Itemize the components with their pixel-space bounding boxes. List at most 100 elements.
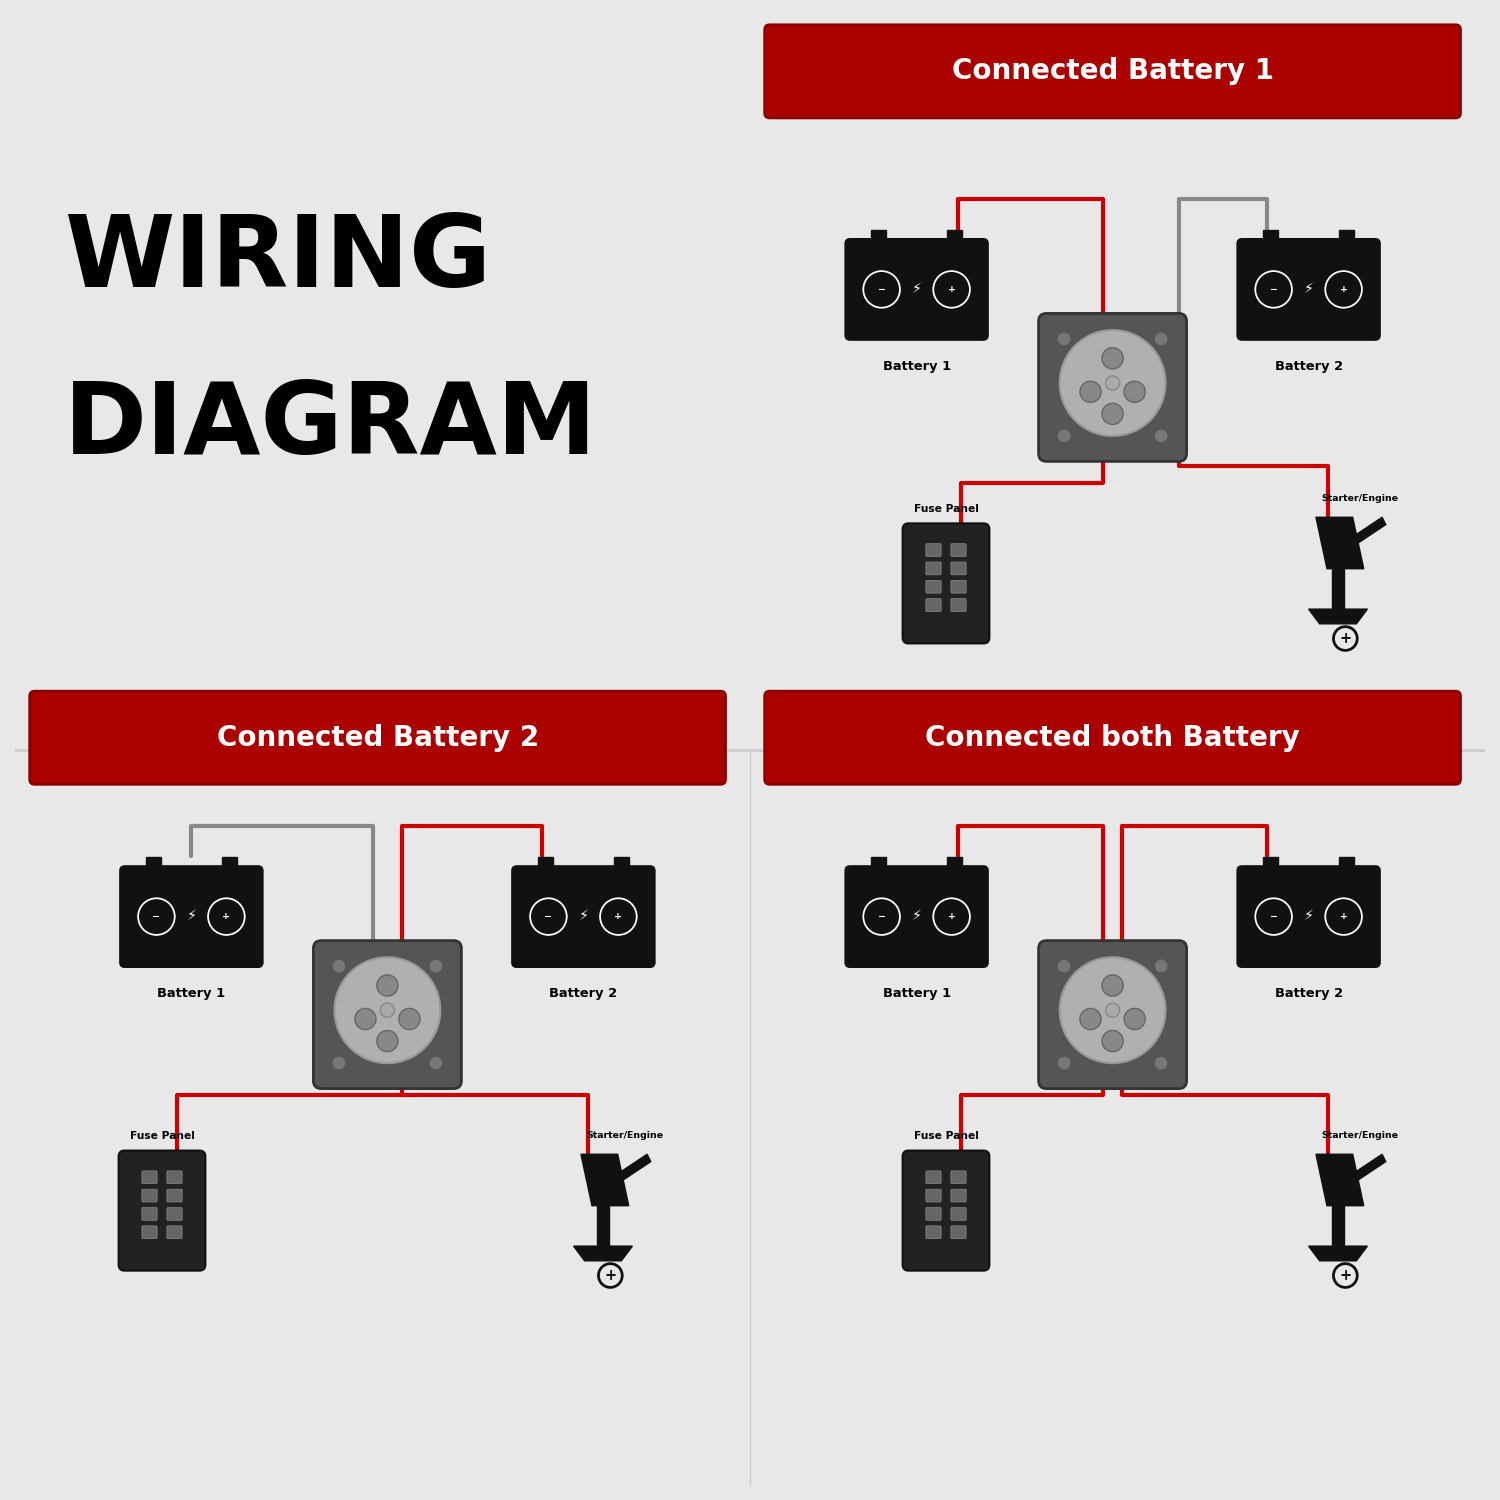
Text: DIAGRAM: DIAGRAM	[64, 378, 597, 476]
Text: +: +	[1340, 632, 1352, 646]
Circle shape	[1124, 1008, 1144, 1029]
Text: +: +	[948, 912, 956, 921]
FancyBboxPatch shape	[30, 692, 726, 784]
Polygon shape	[1348, 518, 1386, 546]
Circle shape	[381, 1004, 394, 1017]
Circle shape	[1106, 1004, 1119, 1017]
Bar	[871, 231, 886, 246]
Circle shape	[1102, 404, 1124, 424]
Bar	[948, 858, 963, 873]
Text: Fuse Panel: Fuse Panel	[129, 1131, 195, 1142]
Circle shape	[332, 1056, 346, 1070]
FancyBboxPatch shape	[765, 692, 1461, 784]
FancyBboxPatch shape	[951, 598, 966, 612]
Text: +: +	[1340, 285, 1347, 294]
Text: +: +	[604, 1268, 616, 1282]
FancyBboxPatch shape	[926, 562, 940, 574]
Bar	[597, 1206, 609, 1249]
FancyBboxPatch shape	[926, 1208, 940, 1221]
Bar	[948, 231, 963, 246]
Circle shape	[332, 958, 346, 974]
Text: Starter/Engine: Starter/Engine	[586, 1131, 663, 1140]
Text: −: −	[878, 912, 885, 921]
Bar	[222, 858, 237, 873]
Polygon shape	[580, 1155, 628, 1206]
Circle shape	[376, 1030, 398, 1051]
Text: −: −	[1269, 912, 1278, 921]
Circle shape	[1154, 958, 1168, 974]
Text: ⚡: ⚡	[1304, 909, 1314, 924]
Text: Starter/Engine: Starter/Engine	[1322, 1131, 1398, 1140]
FancyBboxPatch shape	[1238, 865, 1380, 968]
Text: Battery 2: Battery 2	[549, 987, 618, 1000]
Text: ⚡: ⚡	[579, 909, 588, 924]
Text: Battery 2: Battery 2	[1275, 360, 1342, 374]
Text: +: +	[222, 912, 231, 921]
Polygon shape	[614, 1155, 651, 1184]
Text: Connected Battery 1: Connected Battery 1	[951, 57, 1274, 86]
Circle shape	[1154, 1056, 1168, 1070]
Circle shape	[1058, 332, 1071, 346]
Bar	[146, 858, 160, 873]
FancyBboxPatch shape	[951, 562, 966, 574]
FancyBboxPatch shape	[926, 1172, 940, 1184]
Circle shape	[1058, 429, 1071, 442]
Circle shape	[399, 1008, 420, 1029]
Bar	[1332, 568, 1344, 614]
FancyBboxPatch shape	[1038, 314, 1187, 462]
FancyBboxPatch shape	[142, 1172, 158, 1184]
FancyBboxPatch shape	[118, 1150, 206, 1270]
FancyBboxPatch shape	[844, 865, 988, 968]
Circle shape	[1154, 429, 1168, 442]
Text: Battery 1: Battery 1	[882, 987, 951, 1000]
Circle shape	[334, 957, 441, 1064]
FancyBboxPatch shape	[903, 1150, 990, 1270]
FancyBboxPatch shape	[1038, 940, 1187, 1089]
FancyBboxPatch shape	[926, 598, 940, 612]
FancyBboxPatch shape	[951, 543, 966, 556]
FancyBboxPatch shape	[951, 580, 966, 592]
FancyBboxPatch shape	[512, 865, 656, 968]
Text: −: −	[878, 285, 885, 294]
Text: Battery 1: Battery 1	[158, 987, 225, 1000]
FancyBboxPatch shape	[951, 1172, 966, 1184]
Circle shape	[1080, 381, 1101, 402]
Text: ⚡: ⚡	[186, 909, 196, 924]
FancyBboxPatch shape	[142, 1190, 158, 1202]
FancyBboxPatch shape	[1238, 238, 1380, 340]
Polygon shape	[1308, 609, 1368, 624]
Text: WIRING: WIRING	[64, 211, 491, 309]
Bar	[1340, 858, 1354, 873]
FancyBboxPatch shape	[951, 1190, 966, 1202]
FancyBboxPatch shape	[926, 580, 940, 592]
FancyBboxPatch shape	[926, 1190, 940, 1202]
Polygon shape	[1348, 1155, 1386, 1184]
Circle shape	[1124, 381, 1144, 402]
FancyBboxPatch shape	[844, 238, 988, 340]
FancyBboxPatch shape	[903, 524, 990, 644]
FancyBboxPatch shape	[926, 543, 940, 556]
FancyBboxPatch shape	[166, 1172, 182, 1184]
Bar	[1332, 1206, 1344, 1249]
Text: Fuse Panel: Fuse Panel	[914, 1131, 978, 1142]
Polygon shape	[1308, 1246, 1368, 1262]
Text: −: −	[544, 912, 552, 921]
Circle shape	[1080, 1008, 1101, 1029]
FancyBboxPatch shape	[166, 1226, 182, 1239]
Circle shape	[429, 958, 442, 974]
Bar	[614, 858, 628, 873]
Text: −: −	[1269, 285, 1278, 294]
FancyBboxPatch shape	[765, 26, 1461, 118]
Bar	[1340, 231, 1354, 246]
Bar	[871, 858, 886, 873]
Circle shape	[1106, 376, 1119, 390]
Text: Battery 2: Battery 2	[1275, 987, 1342, 1000]
Circle shape	[1154, 332, 1168, 346]
Circle shape	[1102, 348, 1124, 369]
FancyBboxPatch shape	[951, 1208, 966, 1221]
Text: ⚡: ⚡	[912, 282, 921, 297]
FancyBboxPatch shape	[951, 1226, 966, 1239]
Circle shape	[429, 1056, 442, 1070]
Polygon shape	[573, 1246, 633, 1262]
Text: +: +	[615, 912, 622, 921]
